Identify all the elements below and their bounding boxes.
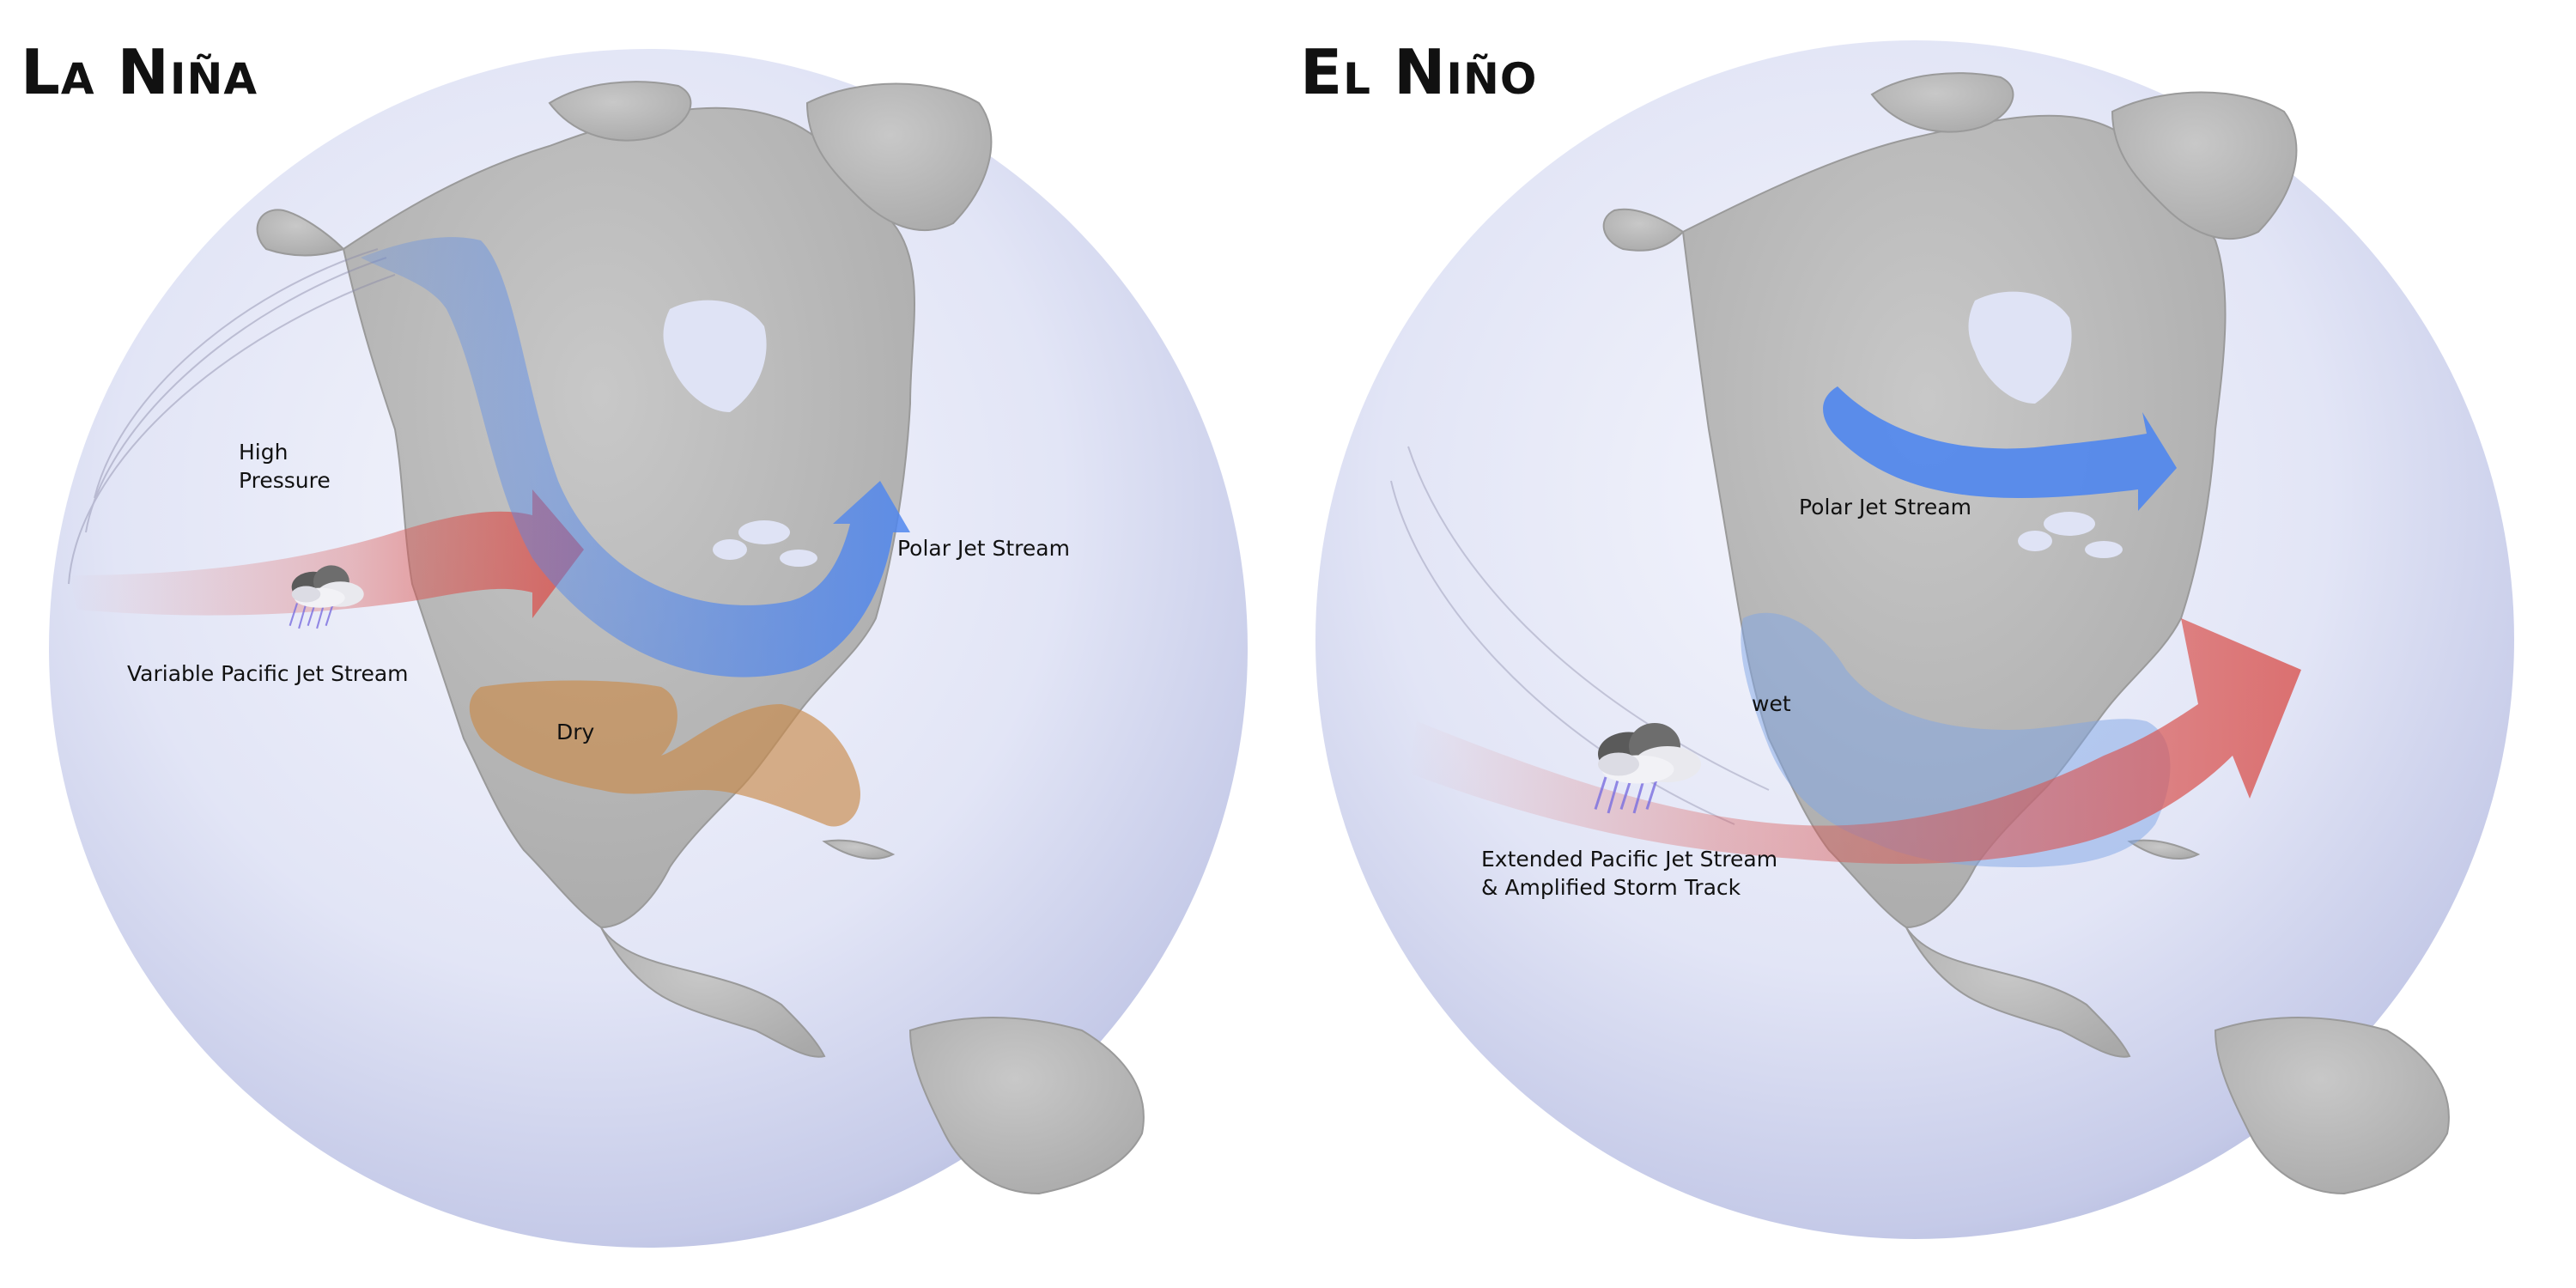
- el-nino-title: El Niño: [1300, 36, 1538, 108]
- polar-jet-arrow: [1823, 386, 2177, 511]
- wet-label: wet: [1752, 691, 1791, 716]
- pacific-jet-line-1: Extended Pacific Jet Stream: [1481, 847, 1778, 872]
- pacific-jet-band: [69, 489, 584, 618]
- polar-jet-label: Polar Jet Stream: [1799, 495, 1971, 519]
- polar-jet-arrow: [361, 237, 910, 677]
- pacific-jet-line-2: & Amplified Storm Track: [1481, 875, 1741, 900]
- inland-waters: [1968, 291, 2123, 558]
- la-nina-globe-svg: [49, 49, 1248, 1248]
- high-pressure-line-1: High: [239, 440, 289, 465]
- la-nina-title: La Niña: [21, 36, 258, 108]
- pacific-jet-outlines: [1390, 446, 1770, 825]
- dry-label: Dry: [556, 720, 595, 744]
- inland-waters: [663, 300, 817, 567]
- el-nino-globe-svg: [1315, 40, 2514, 1239]
- polar-jet-label: Polar Jet Stream: [897, 536, 1070, 561]
- pacific-jet-arrow: [1408, 618, 2301, 864]
- pacific-jet-label: Extended Pacific Jet Stream & Amplified …: [1481, 845, 1777, 902]
- la-nina-panel: La Niña High Pressure Polar Jet Stream V…: [21, 36, 1248, 1248]
- high-pressure-label: High Pressure: [239, 438, 331, 495]
- pacific-jet-label: Variable Pacific Jet Stream: [127, 661, 409, 686]
- dry-region: [469, 680, 860, 827]
- pacific-jet-outlines: [68, 248, 396, 585]
- el-nino-panel: El Niño Polar Jet Stream wet Extended Pa…: [1288, 0, 2576, 1288]
- high-pressure-line-2: Pressure: [239, 468, 331, 493]
